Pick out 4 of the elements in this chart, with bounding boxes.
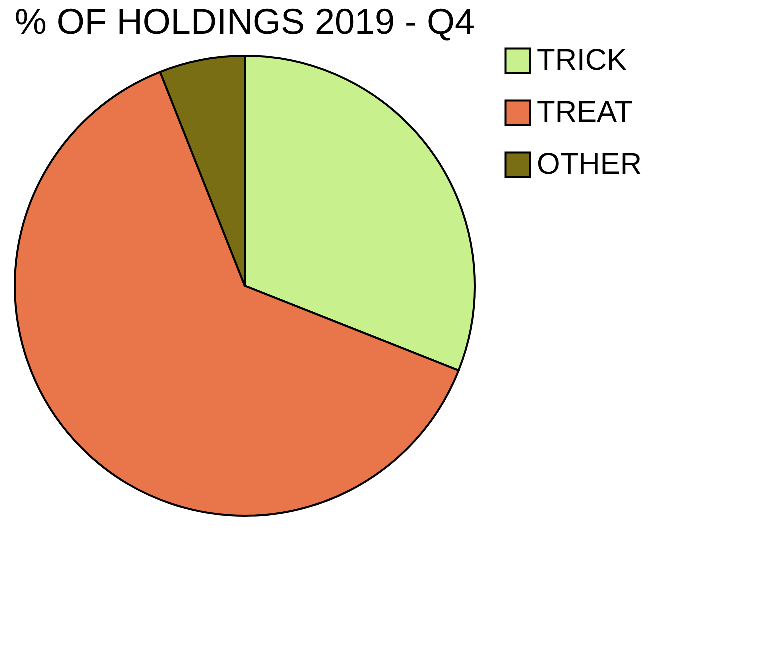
chart-title: % OF HOLDINGS 2019 - Q4 <box>14 1 476 42</box>
legend-label: OTHER <box>537 148 642 181</box>
legend-label: TREAT <box>537 96 634 129</box>
legend-label: TRICK <box>537 44 627 77</box>
